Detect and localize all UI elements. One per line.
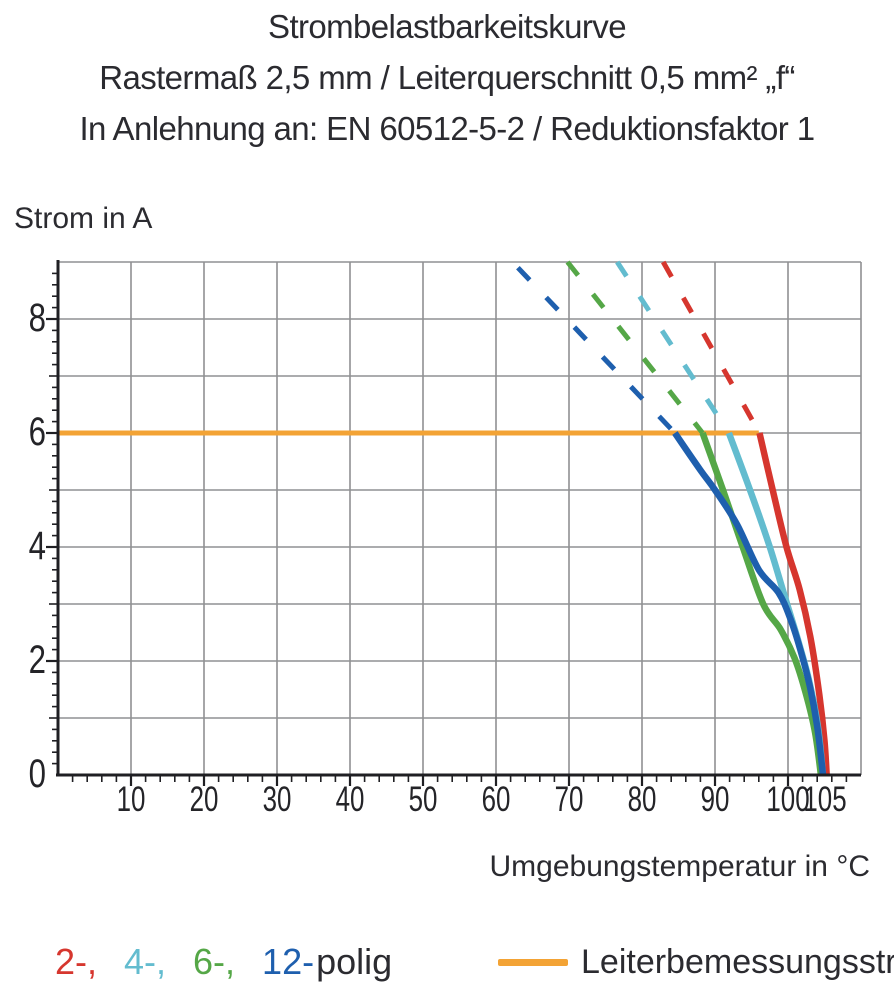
legend-item-12-polig: 12-: [262, 941, 315, 982]
reference-line-swatch: [498, 958, 568, 966]
reference-line-label: Leiterbemessungsstrom: [581, 943, 894, 981]
chart-title-line2: Rastermaß 2,5 mm / Leiterquerschnitt 0,5…: [99, 59, 795, 96]
legend-item-6-polig: 6-,: [193, 941, 236, 982]
curve-solid-12-polig: [672, 431, 827, 776]
legend-item-4-polig: 4-,: [124, 941, 167, 982]
x-tick-label-60: 60: [481, 780, 511, 819]
x-axis-label: Umgebungstemperatur in °C: [489, 850, 870, 883]
y-tick-label-0: 0: [28, 752, 46, 797]
x-tick-label-100: 100: [766, 780, 810, 819]
chart-title-line1: Strombelastbarkeitskurve: [268, 8, 627, 45]
legend-pole-suffix: polig: [316, 941, 393, 982]
x-tick-label-50: 50: [408, 780, 438, 819]
curve-dashed-4-polig: [615, 260, 731, 435]
x-tick-label-70: 70: [554, 780, 584, 819]
x-tick-label-90: 90: [700, 780, 730, 819]
x-tick-label-10: 10: [116, 780, 146, 819]
curve-solid-2-polig: [756, 432, 830, 776]
curve-dashed-12-polig: [516, 265, 677, 435]
y-axis-label: Strom in A: [14, 202, 153, 235]
legend-pole-items: 2-, 4-, 6-, 12-: [55, 940, 316, 984]
y-tick-label-8: 8: [28, 296, 46, 341]
legend-item-2-polig: 2-,: [55, 941, 98, 982]
y-tick-label-6: 6: [28, 410, 46, 455]
chart-title-line3: In Anlehnung an: EN 60512-5-2 / Reduktio…: [79, 110, 815, 147]
curve-dashed-6-polig: [565, 260, 705, 435]
curve-dashed-2-polig: [661, 260, 762, 435]
y-tick-label-2: 2: [28, 638, 46, 683]
x-tick-label-105: 105: [802, 780, 847, 819]
x-tick-label-30: 30: [262, 780, 292, 819]
x-tick-label-40: 40: [335, 780, 365, 819]
x-tick-label-80: 80: [627, 780, 657, 819]
chart-title-block: Strombelastbarkeitskurve Rastermaß 2,5 m…: [0, 1, 894, 154]
legend-pole-counts: 2-, 4-, 6-, 12- polig: [55, 940, 392, 984]
legend-reference: Leiterbemessungsstrom: [498, 940, 894, 984]
x-tick-label-20: 20: [189, 780, 219, 819]
y-tick-label-4: 4: [28, 524, 46, 569]
